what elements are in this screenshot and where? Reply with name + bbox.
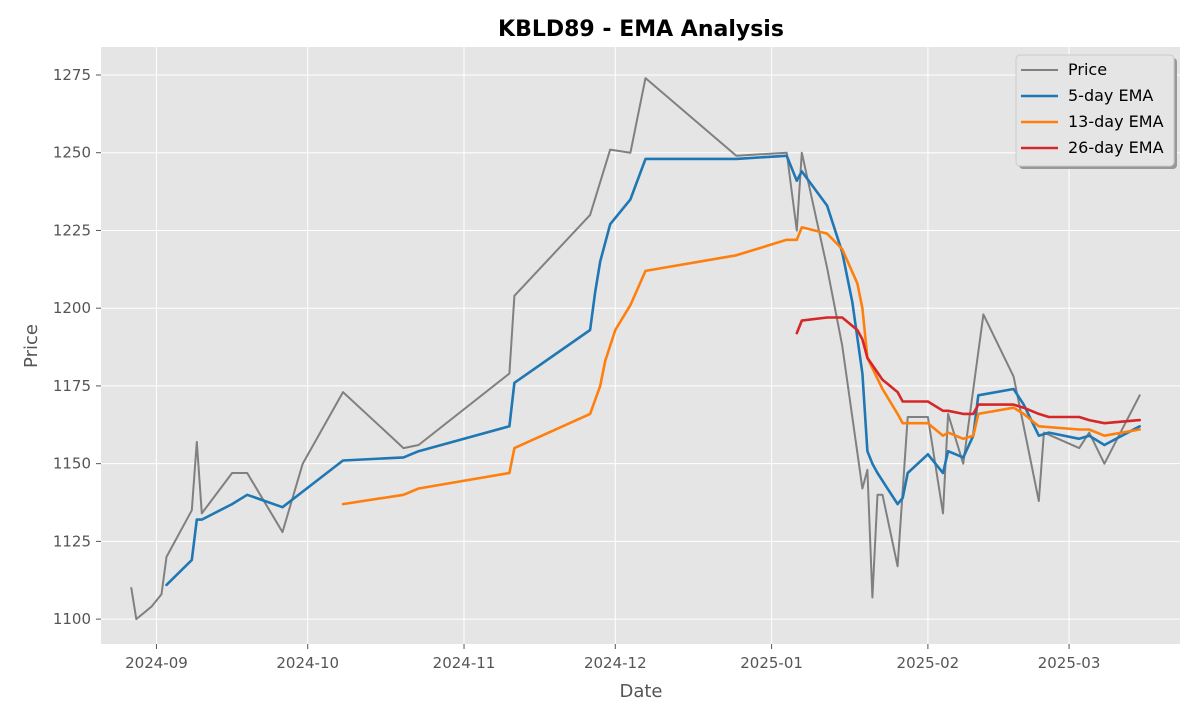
series-line-price [130, 77, 1141, 621]
series-line-ema5 [165, 154, 1141, 587]
y-tick-label: 1175 [53, 377, 91, 395]
series-layer [130, 77, 1141, 621]
x-tick-label: 2025-02 [897, 654, 960, 672]
y-tick-label: 1275 [53, 66, 91, 84]
legend-label-price: Price [1068, 60, 1107, 79]
y-tick-label: 1125 [53, 532, 91, 550]
plot-area [101, 47, 1180, 644]
y-tick-label: 1100 [53, 610, 91, 628]
series-line-ema26 [795, 316, 1141, 425]
x-tick-label: 2024-12 [584, 654, 647, 672]
x-axis-label: Date [619, 681, 662, 702]
y-axis-ticks: 1100 1125 1150 1175 1200 1225 1250 1275 [53, 66, 101, 628]
y-tick-label: 1150 [53, 455, 91, 473]
y-tick-label: 1200 [53, 299, 91, 317]
x-tick-label: 2025-03 [1038, 654, 1101, 672]
legend-label-ema26: 26-day EMA [1068, 138, 1164, 157]
x-tick-label: 2024-09 [125, 654, 188, 672]
legend: Price 5-day EMA 13-day EMA 26-day EMA [1015, 54, 1177, 169]
x-tick-label: 2024-10 [276, 654, 339, 672]
legend-box [1015, 54, 1175, 167]
y-tick-label: 1225 [53, 221, 91, 239]
chart-title: KBLD89 - EMA Analysis [498, 17, 784, 42]
x-tick-label: 2025-01 [740, 654, 803, 672]
series-line-ema13 [341, 226, 1141, 506]
y-tick-label: 1250 [53, 144, 91, 162]
legend-label-ema5: 5-day EMA [1068, 86, 1153, 105]
legend-label-ema13: 13-day EMA [1068, 112, 1164, 131]
x-tick-label: 2024-11 [433, 654, 496, 672]
grid-lines [101, 47, 1180, 644]
x-axis-ticks: 2024-09 2024-10 2024-11 2024-12 2025-01 2025-… [125, 644, 1100, 672]
y-axis-label: Price [21, 324, 42, 368]
